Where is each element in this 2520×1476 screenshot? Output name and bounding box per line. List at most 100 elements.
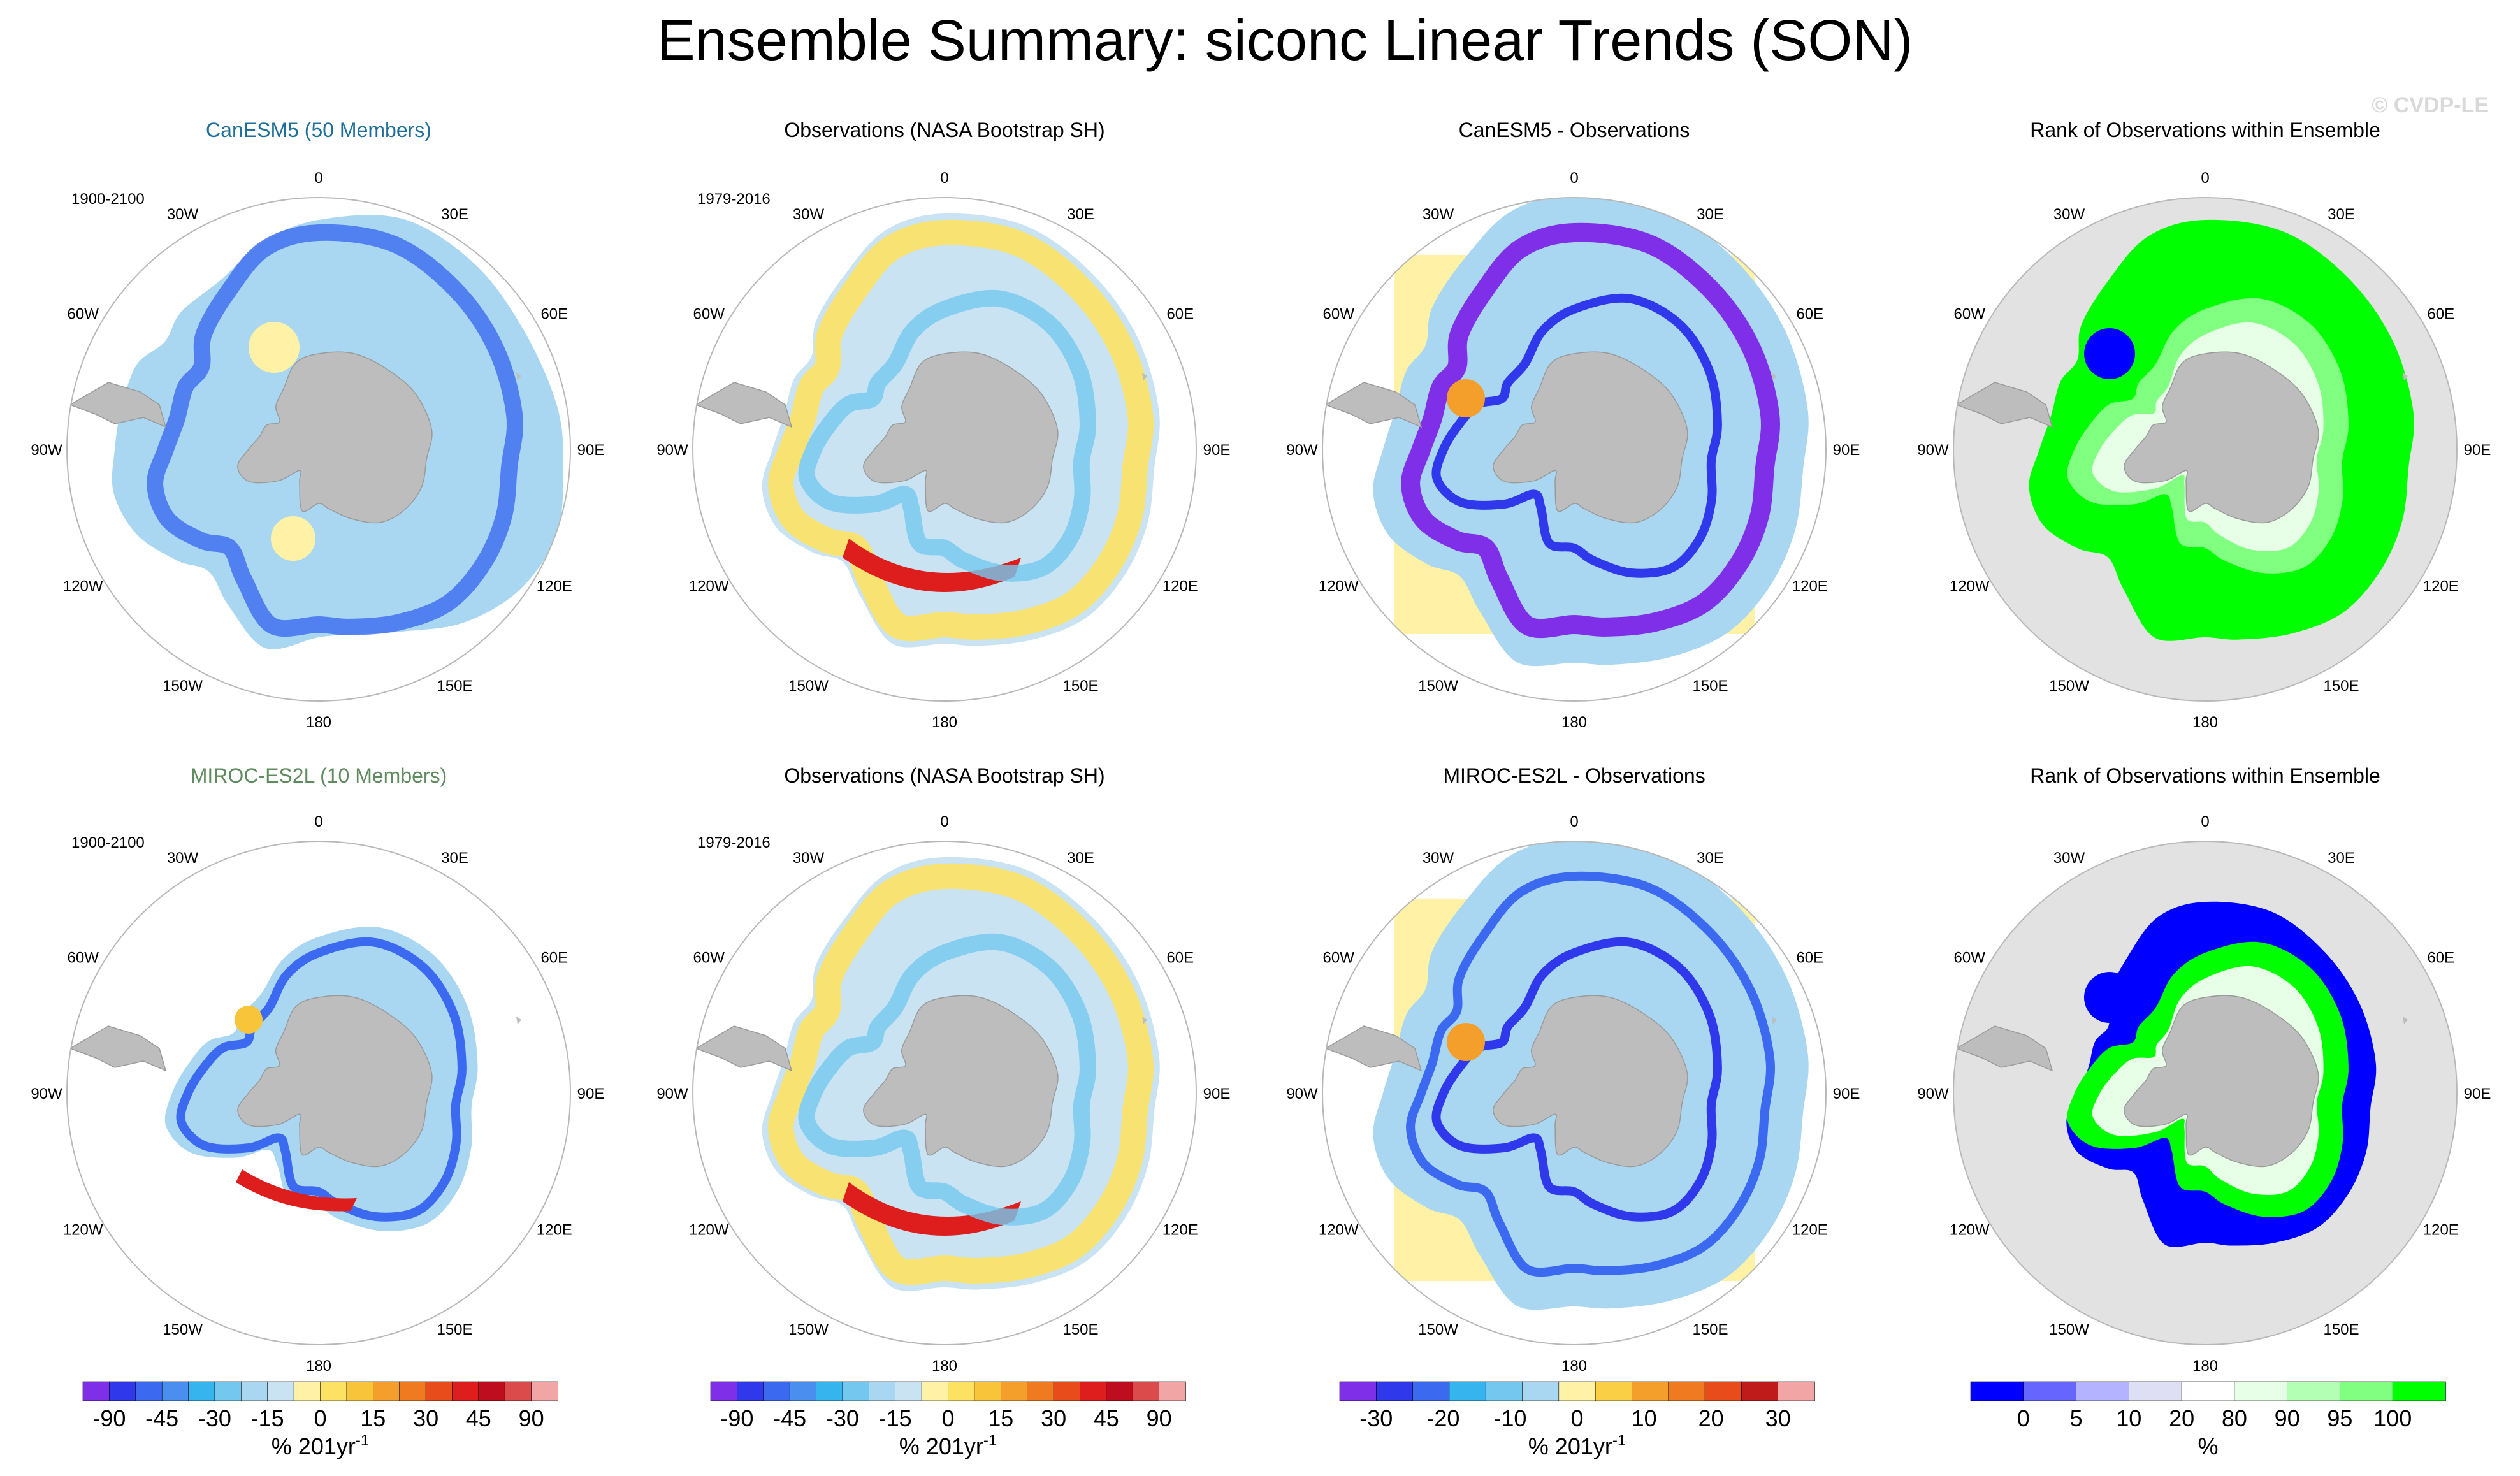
polar-map: 0 30E 60E 90E 120E 150E 180 150W 120W 90W 60W 30W [656, 813, 1230, 1375]
map-panel: Observations (NASA Bootstrap SH) 1979-201… [656, 764, 1230, 1375]
colorbar-tick-label: 0 [1570, 1405, 1583, 1431]
longitude-label: 90E [1203, 1085, 1231, 1103]
map-boundary [1322, 841, 1827, 1345]
colorbar-swatch [974, 1381, 1002, 1401]
colorbar-swatch [1376, 1381, 1414, 1401]
colorbar-swatch [1412, 1381, 1450, 1401]
coastal-difference-band [1431, 293, 1722, 578]
colorbar-swatch [1595, 1381, 1633, 1401]
longitude-label: 90E [2464, 442, 2491, 459]
colorbar-tick-label: -30 [1359, 1405, 1393, 1431]
longitude-label: 60E [1796, 306, 1823, 323]
longitude-label: 150E [1692, 1321, 1728, 1338]
colorbar-tick-label: 90 [2275, 1405, 2300, 1431]
negative-difference-band [1406, 871, 1775, 1277]
longitude-label: 150W [163, 1321, 203, 1338]
colorbar-swatch [1339, 1381, 1377, 1401]
map-panel: Rank of Observations within Ensemble 0 30E… [1917, 119, 2491, 731]
longitude-label: 120E [1162, 578, 1198, 595]
negative-trend-band [176, 937, 467, 1222]
colorbar-swatch [2181, 1381, 2235, 1401]
colorbar-tick-label: 95 [2327, 1405, 2352, 1431]
panel-period: 1979-2016 [697, 191, 771, 208]
longitude-label: 60W [1954, 950, 1986, 967]
longitude-label: 180 [1561, 1357, 1587, 1375]
negative-trend-band [147, 224, 523, 637]
longitude-label: 90E [1833, 442, 1860, 459]
colorbar-swatch [346, 1381, 374, 1401]
rank-low-patch [2084, 328, 2135, 379]
positive-trend-ring [768, 863, 1154, 1285]
colorbar-swatch [425, 1381, 453, 1401]
map-clip-region [693, 841, 1196, 1345]
polar-map: 0 30E 60E 90E 120E 150E 180 150W 120W 90W 60W 30W [1917, 170, 2491, 731]
longitude-label: 0 [314, 170, 322, 187]
colorbar-swatch [399, 1381, 426, 1401]
colorbar-tick-label: 15 [988, 1405, 1013, 1431]
panel-period: 1979-2016 [697, 834, 771, 851]
figure-title: Ensemble Summary: siconc Linear Trends (… [657, 9, 1913, 73]
longitude-label: 60E [1166, 950, 1194, 967]
antarctica-landmass [237, 995, 433, 1168]
longitude-label: 120E [1162, 1222, 1198, 1239]
south-america-landmass [695, 382, 793, 428]
colorbar-tick-label: 45 [1094, 1405, 1119, 1431]
longitude-label: 150W [1418, 1321, 1458, 1338]
antarctica-landmass [237, 351, 433, 524]
longitude-label: 150W [788, 1321, 829, 1338]
colorbar-swatch [2392, 1381, 2446, 1401]
map-boundary [66, 197, 571, 702]
longitude-label: 180 [306, 714, 331, 731]
negative-trend-zone [798, 289, 1096, 582]
longitude-label: 0 [1570, 170, 1578, 187]
longitude-label: 120W [1319, 578, 1359, 595]
longitude-label: 30W [793, 850, 825, 867]
map-panel: MIROC-ES2L - Observations 0 30E 60E 90E 120E 1… [1286, 764, 1860, 1375]
colorbar-tick-label: -90 [720, 1405, 753, 1431]
rank-low-patch [2084, 972, 2135, 1023]
colorbar-tick-label: 100 [2373, 1405, 2412, 1431]
colorbar-swatch [240, 1381, 268, 1401]
longitude-label: 120W [689, 578, 729, 595]
kerguelen-island [1142, 1017, 1147, 1024]
map-boundary [1953, 841, 2458, 1345]
map-panel: MIROC-ES2L (10 Members) 1900-2100 0 30E 60E 9… [31, 764, 604, 1375]
colorbar-swatch [1449, 1381, 1486, 1401]
longitude-label: 30W [2053, 850, 2085, 867]
colorbar-swatch [1027, 1381, 1054, 1401]
kerguelen-island [1772, 373, 1777, 380]
colorbar-swatch [789, 1381, 817, 1401]
colorbar-tick-label: -30 [198, 1405, 231, 1431]
south-america-landmass [1955, 1025, 2053, 1072]
trend-colorbar-2: -90 -45 -30 -15 0 15 30 45 90 % 201yr-1 [710, 1381, 1186, 1459]
longitude-label: 30E [441, 850, 468, 867]
colorbar-swatch [1132, 1381, 1160, 1401]
colorbar-units-exponent: -1 [356, 1432, 369, 1449]
antarctica-landmass [863, 351, 1059, 524]
longitude-label: 30W [1423, 206, 1454, 223]
colorbar-units-exponent: -1 [983, 1432, 997, 1449]
map-panel: Observations (NASA Bootstrap SH) 1979-201… [656, 119, 1230, 731]
longitude-label: 120E [1792, 578, 1828, 595]
colorbar-units: % 201yr [1528, 1433, 1612, 1459]
longitude-label: 90E [577, 442, 605, 459]
longitude-label: 0 [940, 813, 948, 830]
longitude-label: 180 [932, 1357, 957, 1375]
ross-sea-positive-trend [843, 1182, 1021, 1236]
panel-title: Observations (NASA Bootstrap SH) [784, 764, 1104, 787]
map-clip-region [1322, 198, 1826, 701]
colorbar-swatch [531, 1381, 558, 1401]
longitude-label: 90W [1286, 1085, 1318, 1103]
colorbar-tick-label: 80 [2222, 1405, 2247, 1431]
colorbar-tick-label: -10 [1493, 1405, 1526, 1431]
south-america-landmass [695, 1025, 793, 1072]
map-clip-region [1953, 841, 2457, 1345]
map-clip-region [67, 198, 570, 701]
colorbar-tick-label: -90 [92, 1405, 126, 1431]
colorbar-swatch [135, 1381, 163, 1401]
colorbar-swatch [2340, 1381, 2393, 1401]
antarctica-landmass [2124, 995, 2319, 1168]
colorbar-tick-label: 45 [466, 1405, 491, 1431]
longitude-label: 60E [2427, 306, 2454, 323]
longitude-label: 30W [1423, 850, 1454, 867]
